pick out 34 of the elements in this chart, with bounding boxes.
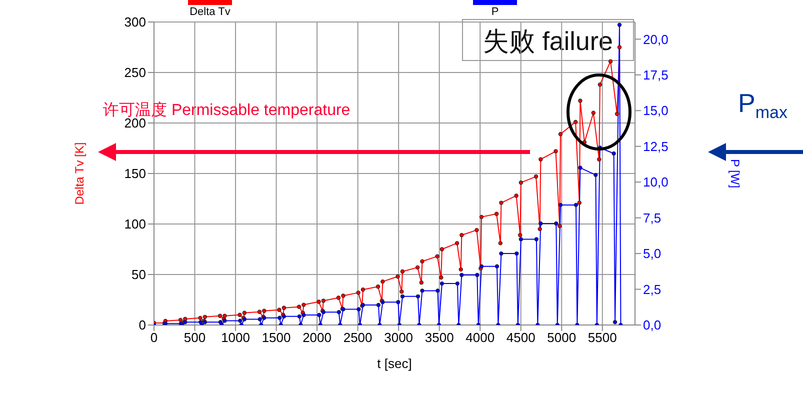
legend-label: Delta Tv — [188, 5, 232, 19]
x-tick-label: 3500 — [424, 330, 454, 346]
x-tick-label: 5000 — [547, 330, 576, 346]
x-tick-label: 4000 — [466, 330, 495, 346]
y2-tick-label: 10,0 — [643, 174, 668, 190]
y-tick-label: 250 — [124, 65, 146, 80]
x-tick-label: 3000 — [384, 330, 414, 346]
legend-label: P — [490, 5, 500, 19]
y2-tick-label: 5,0 — [643, 246, 662, 262]
y-tick-label: 300 — [124, 14, 146, 30]
y-tick-label: 100 — [124, 216, 146, 232]
text: P$_{max}$ — [738, 88, 788, 124]
x-tick-label: 2500 — [343, 330, 372, 346]
y2-tick-label: 15,0 — [643, 103, 668, 118]
annotation: 失败 failure — [462, 19, 634, 61]
x-tick-label: 2000 — [302, 330, 332, 346]
y-tick-label: 50 — [132, 267, 146, 282]
y2-axis-title: P [W] — [728, 158, 742, 188]
y2-tick-label: 2,5 — [643, 282, 662, 297]
y2-tick-label: 17,5 — [643, 67, 668, 82]
x-tick-label: 5500 — [588, 330, 617, 346]
y2-tick-label: 20,0 — [643, 32, 668, 47]
x-tick-label: 1500 — [262, 330, 291, 346]
y2-tick-label: 0,0 — [643, 318, 662, 333]
x-tick-label: 0 — [150, 330, 158, 346]
x-tick-label: 1000 — [221, 330, 250, 346]
y-tick-label: 0 — [138, 318, 146, 333]
y2-tick-label: 7,5 — [643, 210, 662, 226]
x-tick-label: 4500 — [506, 330, 536, 346]
y-tick-label: 150 — [124, 166, 146, 182]
x-tick-label: 500 — [184, 330, 206, 346]
y-axis-title: Delta Tv [K] — [72, 142, 86, 205]
y2-tick-label: 12,5 — [643, 138, 668, 154]
x-axis-title: t [sec] — [377, 356, 412, 371]
